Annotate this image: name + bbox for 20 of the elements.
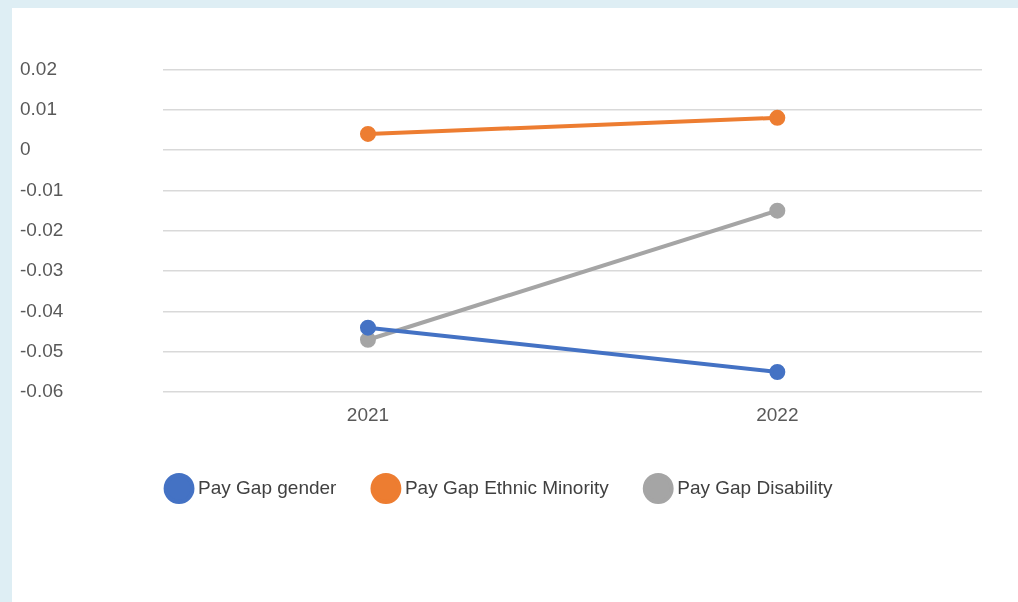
y-tick-label: -0.02 <box>20 219 64 241</box>
y-tick-label: 0 <box>20 138 31 160</box>
y-tick-label: -0.03 <box>20 259 64 281</box>
y-tick-label: -0.04 <box>20 299 64 321</box>
y-tick-label: -0.05 <box>20 340 64 362</box>
point <box>769 364 786 381</box>
y-tick-label: 0.01 <box>20 97 57 119</box>
y-tick-label: -0.01 <box>20 178 64 200</box>
point <box>769 202 786 219</box>
legend-label: Pay Gap Disability <box>677 476 833 498</box>
legend-label: Pay Gap gender <box>198 476 338 498</box>
x-tick-label: 2022 <box>756 403 799 425</box>
x-tick-label: 2021 <box>346 403 390 425</box>
legend-label: Pay Gap Ethnic Minority <box>404 476 610 498</box>
y-tick-label: 0.02 <box>20 57 57 79</box>
y-tick-label: -0.06 <box>20 380 64 402</box>
point <box>769 109 786 126</box>
point <box>359 125 376 142</box>
point <box>359 331 376 348</box>
point <box>359 319 376 336</box>
